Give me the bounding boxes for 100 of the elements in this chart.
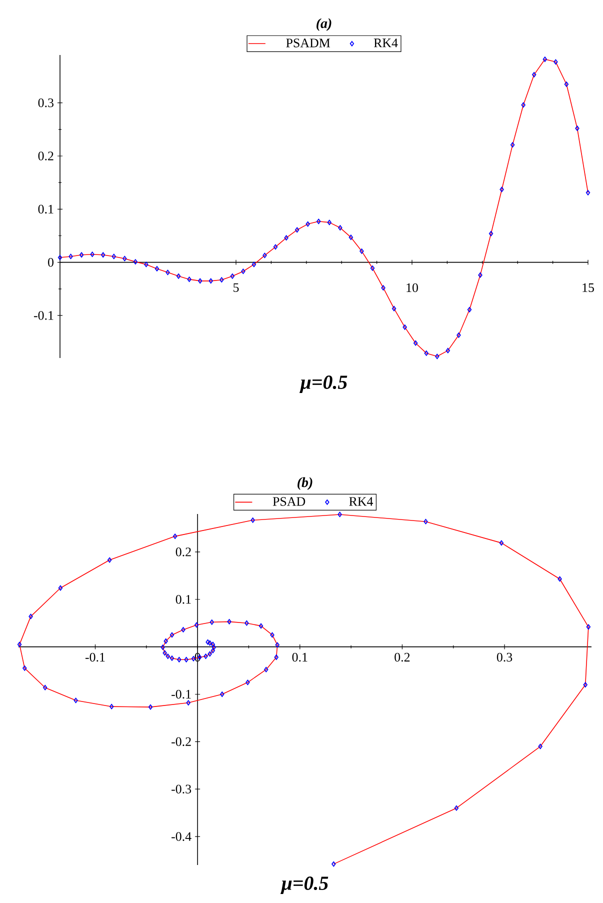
point (381, 285, 386, 290)
line-series (19, 514, 589, 864)
point (68, 254, 73, 260)
point (446, 348, 450, 354)
point (107, 557, 112, 563)
point (162, 650, 167, 656)
y-tick-label: -0.2 (172, 737, 191, 746)
point (392, 306, 396, 312)
point (360, 248, 364, 254)
point (348, 234, 354, 240)
point (586, 190, 590, 196)
point (532, 72, 536, 78)
point (184, 656, 188, 662)
point (112, 254, 116, 260)
point (402, 324, 407, 330)
point (100, 252, 106, 258)
x-tick-label: -0.1 (85, 652, 105, 662)
point (510, 142, 515, 148)
point (424, 350, 428, 356)
point (176, 274, 181, 279)
point (164, 638, 168, 644)
point (499, 540, 504, 546)
point (488, 230, 494, 236)
x-tick-label: 0.2 (394, 652, 410, 662)
point (194, 622, 199, 628)
point (172, 534, 178, 539)
point (241, 268, 246, 274)
point (74, 698, 78, 704)
point (521, 102, 526, 108)
point (273, 244, 278, 250)
point (212, 644, 216, 650)
point (210, 648, 216, 654)
point (17, 642, 22, 648)
point (148, 704, 153, 710)
legend-label: PSAD (272, 497, 306, 506)
y-tick-label: 0.3 (38, 98, 54, 108)
point (586, 624, 591, 630)
point (208, 651, 212, 657)
x-tick-label: 10 (406, 283, 418, 292)
legend-label: RK4 (374, 38, 398, 48)
point (154, 266, 160, 272)
point (208, 278, 213, 284)
y-tick-label: 0.2 (176, 548, 191, 556)
point (144, 262, 148, 268)
point (177, 656, 182, 662)
point (166, 270, 170, 276)
point (338, 225, 342, 230)
point (338, 512, 342, 518)
x-tick-label: 15 (582, 283, 594, 292)
point (500, 186, 504, 192)
point (564, 82, 569, 87)
point (210, 620, 214, 625)
y-tick-label: -0.3 (172, 784, 192, 794)
point (166, 654, 170, 659)
point (306, 221, 310, 227)
y-tick-label: -0.1 (34, 311, 54, 320)
point (43, 684, 48, 690)
point (204, 654, 208, 659)
point (79, 252, 84, 258)
point (110, 704, 114, 710)
point (230, 274, 235, 279)
point (478, 272, 482, 278)
x-axis-title: μ=0.5 (280, 876, 328, 894)
point (28, 614, 33, 620)
point (454, 805, 459, 811)
point (264, 666, 268, 672)
point (554, 59, 558, 65)
y-tick-label: 0.1 (38, 204, 54, 214)
point (262, 252, 267, 258)
point (538, 744, 542, 750)
point (246, 680, 250, 686)
point (542, 56, 548, 62)
point (583, 682, 588, 688)
point (90, 252, 94, 257)
x-tick-label: 5 (234, 283, 239, 292)
point (58, 585, 63, 591)
point (252, 262, 256, 268)
point (170, 632, 174, 638)
point (424, 518, 428, 524)
y-tick-label: 0.2 (38, 152, 54, 160)
point (220, 692, 224, 697)
point (220, 277, 224, 283)
point (170, 656, 174, 661)
point (274, 654, 278, 660)
chart-title: (b) (298, 477, 312, 490)
legend-label: PSADM (286, 38, 330, 48)
y-tick-label: 0.1 (176, 594, 191, 604)
point (160, 644, 165, 650)
point (456, 332, 461, 338)
point (133, 259, 138, 264)
chart-title: (a) (316, 18, 332, 31)
point (332, 861, 336, 867)
point (22, 666, 27, 671)
point (258, 623, 264, 629)
point (370, 266, 375, 271)
point (435, 354, 440, 360)
point (186, 700, 190, 706)
point (294, 227, 300, 233)
point (575, 126, 580, 131)
y-tick-label: 0 (48, 258, 54, 267)
